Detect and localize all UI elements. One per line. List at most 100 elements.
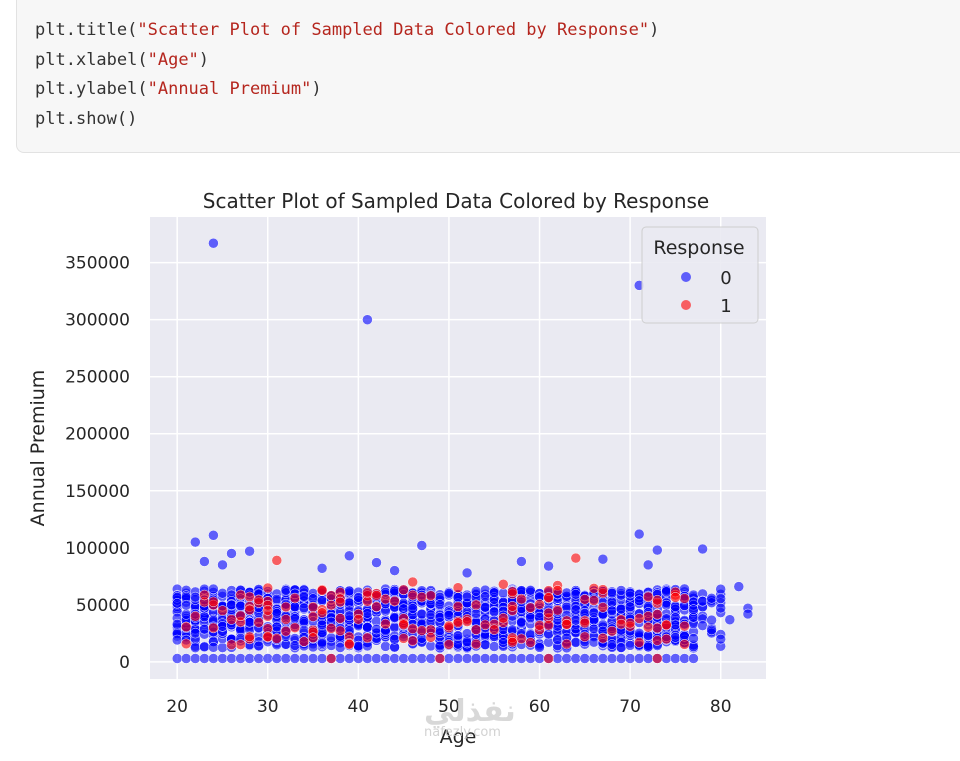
point-response-1 — [452, 582, 464, 593]
point-response-0 — [470, 586, 482, 597]
point-response-0 — [715, 633, 726, 645]
point-response-1 — [679, 639, 690, 650]
plot-output: Scatter Plot of Sampled Data Colored by … — [0, 175, 800, 761]
point-response-0 — [298, 616, 310, 627]
point-response-0 — [488, 587, 500, 598]
point-response-0 — [688, 633, 699, 644]
point-response-0 — [443, 653, 455, 664]
point-response-0 — [670, 632, 681, 643]
point-response-0 — [280, 585, 292, 596]
point-response-0 — [353, 640, 364, 652]
point-response-1 — [253, 617, 264, 628]
point-response-0 — [235, 653, 246, 664]
code-close: ) — [311, 79, 322, 99]
point-response-0 — [488, 641, 500, 652]
point-response-0 — [443, 588, 455, 599]
point-response-0 — [180, 609, 192, 620]
point-response-0 — [171, 618, 183, 630]
point-response-0 — [534, 642, 545, 653]
x-tick-labels: 20 30 40 50 60 70 80 — [166, 697, 731, 717]
point-response-0 — [208, 530, 219, 541]
point-response-0 — [597, 553, 609, 565]
point-response-0 — [633, 628, 645, 639]
point-response-0 — [244, 653, 255, 664]
point-response-1 — [642, 591, 654, 603]
point-response-0 — [362, 608, 373, 619]
code-close: ) — [649, 20, 660, 40]
point-response-1 — [534, 620, 545, 631]
point-response-0 — [334, 642, 346, 653]
code-line: plt.title("Scatter Plot of Sampled Data … — [35, 16, 960, 46]
code-close: ) — [198, 49, 210, 70]
point-response-1 — [652, 609, 663, 620]
point-response-0 — [606, 653, 618, 664]
point-response-1 — [470, 599, 482, 611]
code-function: .title( — [65, 20, 138, 40]
point-response-0 — [253, 653, 264, 664]
point-response-0 — [661, 653, 672, 664]
point-response-0 — [615, 653, 627, 664]
code-line: plt.show() — [35, 105, 960, 135]
point-response-1 — [579, 617, 591, 629]
point-response-1 — [434, 653, 446, 664]
point-response-1 — [235, 639, 246, 650]
point-response-1 — [652, 635, 663, 646]
point-response-0 — [434, 640, 446, 652]
point-response-0 — [498, 653, 509, 664]
point-response-1 — [298, 636, 310, 647]
point-response-0 — [407, 603, 418, 614]
point-response-0 — [688, 604, 699, 615]
y-tick-label: 0 — [119, 653, 130, 673]
point-response-0 — [461, 636, 473, 648]
point-response-1 — [334, 625, 346, 637]
point-response-1 — [407, 576, 418, 588]
point-response-0 — [344, 585, 355, 597]
point-response-0 — [316, 653, 328, 664]
point-response-1 — [597, 632, 609, 644]
point-response-0 — [715, 583, 726, 595]
point-response-1 — [199, 589, 210, 601]
point-response-1 — [597, 602, 609, 613]
point-response-0 — [479, 653, 491, 664]
point-response-0 — [452, 592, 464, 603]
point-response-1 — [507, 636, 518, 648]
point-response-0 — [226, 653, 237, 664]
point-response-1 — [525, 637, 536, 648]
point-response-0 — [180, 599, 192, 611]
point-response-1 — [316, 607, 328, 618]
point-response-1 — [679, 593, 690, 604]
point-response-0 — [389, 585, 400, 597]
point-response-1 — [507, 586, 518, 597]
point-response-0 — [208, 237, 219, 249]
point-response-0 — [652, 544, 663, 556]
x-tick-label: 30 — [257, 697, 279, 717]
point-response-0 — [416, 653, 428, 664]
point-response-0 — [171, 634, 183, 646]
code-line: plt.xlabel("Age") — [35, 46, 960, 76]
point-response-0 — [724, 614, 736, 625]
code-string: "Age" — [147, 49, 199, 70]
code-string: "Annual Premium" — [147, 79, 312, 99]
point-response-1 — [606, 625, 618, 637]
point-response-1 — [407, 623, 418, 635]
point-response-0 — [316, 638, 328, 649]
point-response-1 — [262, 605, 274, 616]
y-tick-label: 250000 — [65, 368, 130, 388]
point-response-0 — [697, 543, 708, 555]
point-response-0 — [190, 653, 201, 664]
point-response-1 — [425, 632, 437, 643]
point-response-1 — [488, 624, 500, 635]
point-response-0 — [371, 557, 382, 568]
legend: Response 0 1 — [641, 226, 759, 324]
point-response-1 — [280, 601, 292, 613]
point-response-0 — [606, 639, 618, 650]
point-response-0 — [488, 606, 500, 618]
point-response-0 — [715, 593, 726, 604]
point-response-1 — [180, 638, 192, 650]
point-response-0 — [597, 653, 609, 664]
code-cell[interactable]: plt.title("Scatter Plot of Sampled Data … — [16, 0, 960, 153]
point-response-1 — [280, 614, 292, 625]
point-response-1 — [208, 622, 219, 634]
point-response-1 — [280, 626, 292, 637]
point-response-1 — [307, 632, 319, 643]
